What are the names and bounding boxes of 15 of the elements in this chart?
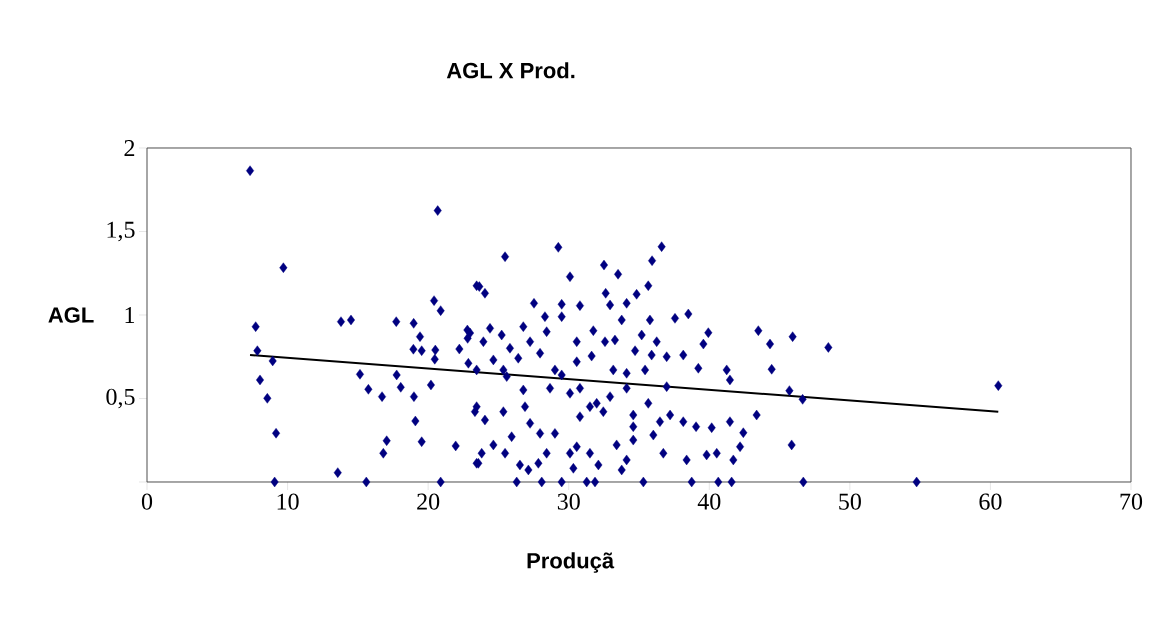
- x-tick-label: 0: [141, 493, 153, 510]
- y-tick-label: 1,5: [107, 221, 135, 242]
- y-tick-label: 0,5: [106, 388, 135, 409]
- y-tick-label: 1: [125, 307, 135, 323]
- x-axis-title: Produçã: [527, 552, 615, 573]
- y-axis-title: AGL: [48, 307, 94, 323]
- x-tick-label: 60: [979, 493, 1002, 510]
- chart-title: AGL X Prod.: [446, 62, 575, 79]
- x-tick-label: 10: [277, 493, 299, 510]
- x-tick-label: 70: [1120, 493, 1143, 510]
- y-tick-label: 2: [124, 140, 135, 156]
- x-tick-label: 50: [839, 493, 861, 510]
- x-tick-label: 40: [697, 493, 721, 510]
- x-tick-label: 20: [417, 493, 440, 510]
- x-tick-label: 30: [557, 493, 580, 510]
